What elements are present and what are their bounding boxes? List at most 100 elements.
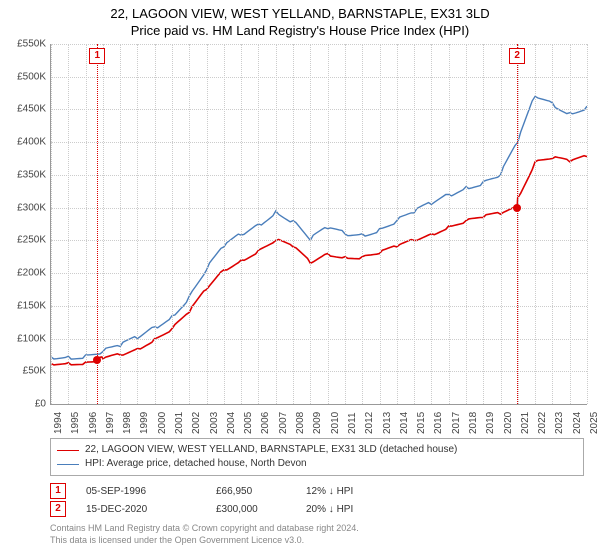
sales-table: 1 05-SEP-1996 £66,950 12% ↓ HPI 2 15-DEC… bbox=[50, 482, 396, 518]
x-axis-label: 2009 bbox=[312, 412, 323, 434]
footer-attribution: Contains HM Land Registry data © Crown c… bbox=[50, 522, 359, 546]
grid-line-v bbox=[103, 44, 104, 404]
legend-label-hpi: HPI: Average price, detached house, Nort… bbox=[85, 457, 307, 471]
grid-line-v bbox=[276, 44, 277, 404]
grid-line-v bbox=[86, 44, 87, 404]
grid-line-v bbox=[380, 44, 381, 404]
x-axis-label: 2022 bbox=[537, 412, 548, 434]
legend-row-property: 22, LAGOON VIEW, WEST YELLAND, BARNSTAPL… bbox=[57, 443, 577, 457]
x-axis-label: 2018 bbox=[468, 412, 479, 434]
x-axis-label: 1999 bbox=[139, 412, 150, 434]
x-axis-label: 2003 bbox=[209, 412, 220, 434]
grid-line-h bbox=[51, 371, 587, 372]
x-axis-label: 2002 bbox=[191, 412, 202, 434]
grid-line-v bbox=[449, 44, 450, 404]
sale-point bbox=[93, 356, 101, 364]
grid-line-h bbox=[51, 44, 587, 45]
footer-line1: Contains HM Land Registry data © Crown c… bbox=[50, 522, 359, 534]
x-axis-label: 2001 bbox=[174, 412, 185, 434]
sales-delta-1: 12% ↓ HPI bbox=[306, 486, 396, 497]
sales-delta-2: 20% ↓ HPI bbox=[306, 504, 396, 515]
x-axis-label: 2007 bbox=[278, 412, 289, 434]
x-axis-label: 1994 bbox=[53, 412, 64, 434]
grid-line-v bbox=[189, 44, 190, 404]
y-axis-label: £450K bbox=[2, 104, 46, 115]
x-axis-label: 2019 bbox=[485, 412, 496, 434]
grid-line-h bbox=[51, 208, 587, 209]
chart-title-main: 22, LAGOON VIEW, WEST YELLAND, BARNSTAPL… bbox=[0, 6, 600, 21]
grid-line-v bbox=[362, 44, 363, 404]
x-axis-label: 2000 bbox=[157, 412, 168, 434]
grid-line-v bbox=[155, 44, 156, 404]
grid-line-h bbox=[51, 273, 587, 274]
grid-line-v bbox=[241, 44, 242, 404]
y-axis-label: £0 bbox=[2, 399, 46, 410]
grid-line-h bbox=[51, 77, 587, 78]
grid-line-h bbox=[51, 306, 587, 307]
grid-line-v bbox=[397, 44, 398, 404]
y-axis-label: £350K bbox=[2, 169, 46, 180]
grid-line-v bbox=[310, 44, 311, 404]
x-axis-label: 1995 bbox=[70, 412, 81, 434]
x-axis-label: 2006 bbox=[260, 412, 271, 434]
sale-point bbox=[513, 204, 521, 212]
grid-line-v bbox=[552, 44, 553, 404]
x-axis-label: 2017 bbox=[451, 412, 462, 434]
x-axis-label: 2004 bbox=[226, 412, 237, 434]
grid-line-v bbox=[570, 44, 571, 404]
chart-title-block: 22, LAGOON VIEW, WEST YELLAND, BARNSTAPL… bbox=[0, 0, 600, 38]
grid-line-v bbox=[207, 44, 208, 404]
plot-area: 12 bbox=[50, 44, 587, 405]
grid-line-h bbox=[51, 175, 587, 176]
chart-title-sub: Price paid vs. HM Land Registry's House … bbox=[0, 23, 600, 38]
series-property bbox=[51, 156, 587, 365]
chart-lines-svg bbox=[51, 44, 587, 404]
x-axis-label: 2012 bbox=[364, 412, 375, 434]
x-axis-label: 1998 bbox=[122, 412, 133, 434]
x-axis-label: 2008 bbox=[295, 412, 306, 434]
grid-line-v bbox=[414, 44, 415, 404]
y-axis-label: £250K bbox=[2, 235, 46, 246]
grid-line-v bbox=[328, 44, 329, 404]
y-axis-label: £150K bbox=[2, 300, 46, 311]
sales-date-2: 15-DEC-2020 bbox=[86, 504, 216, 515]
sales-row-1: 1 05-SEP-1996 £66,950 12% ↓ HPI bbox=[50, 482, 396, 500]
x-axis-label: 2021 bbox=[520, 412, 531, 434]
y-axis-label: £100K bbox=[2, 333, 46, 344]
legend-swatch-hpi bbox=[57, 464, 79, 465]
x-axis-label: 1997 bbox=[105, 412, 116, 434]
legend-row-hpi: HPI: Average price, detached house, Nort… bbox=[57, 457, 577, 471]
legend-box: 22, LAGOON VIEW, WEST YELLAND, BARNSTAPL… bbox=[50, 438, 584, 476]
x-axis-label: 2023 bbox=[554, 412, 565, 434]
x-axis-label: 2024 bbox=[572, 412, 583, 434]
grid-line-v bbox=[345, 44, 346, 404]
y-axis-label: £300K bbox=[2, 202, 46, 213]
footer-line2: This data is licensed under the Open Gov… bbox=[50, 534, 359, 546]
sales-marker-1: 1 bbox=[50, 483, 66, 499]
event-line bbox=[517, 44, 518, 404]
grid-line-v bbox=[172, 44, 173, 404]
x-axis-label: 2014 bbox=[399, 412, 410, 434]
event-marker-box: 2 bbox=[509, 48, 525, 64]
grid-line-v bbox=[293, 44, 294, 404]
series-hpi bbox=[51, 96, 587, 359]
legend-swatch-property bbox=[57, 450, 79, 451]
x-axis-label: 2015 bbox=[416, 412, 427, 434]
sales-row-2: 2 15-DEC-2020 £300,000 20% ↓ HPI bbox=[50, 500, 396, 518]
grid-line-h bbox=[51, 109, 587, 110]
grid-line-v bbox=[120, 44, 121, 404]
sales-date-1: 05-SEP-1996 bbox=[86, 486, 216, 497]
grid-line-v bbox=[431, 44, 432, 404]
grid-line-h bbox=[51, 240, 587, 241]
event-marker-box: 1 bbox=[89, 48, 105, 64]
grid-line-v bbox=[51, 44, 52, 404]
grid-line-v bbox=[68, 44, 69, 404]
sales-marker-2: 2 bbox=[50, 501, 66, 517]
y-axis-label: £500K bbox=[2, 71, 46, 82]
grid-line-v bbox=[258, 44, 259, 404]
y-axis-label: £200K bbox=[2, 268, 46, 279]
grid-line-v bbox=[483, 44, 484, 404]
sales-price-2: £300,000 bbox=[216, 504, 306, 515]
grid-line-v bbox=[501, 44, 502, 404]
chart-area: 12 £0£50K£100K£150K£200K£250K£300K£350K£… bbox=[50, 44, 586, 404]
